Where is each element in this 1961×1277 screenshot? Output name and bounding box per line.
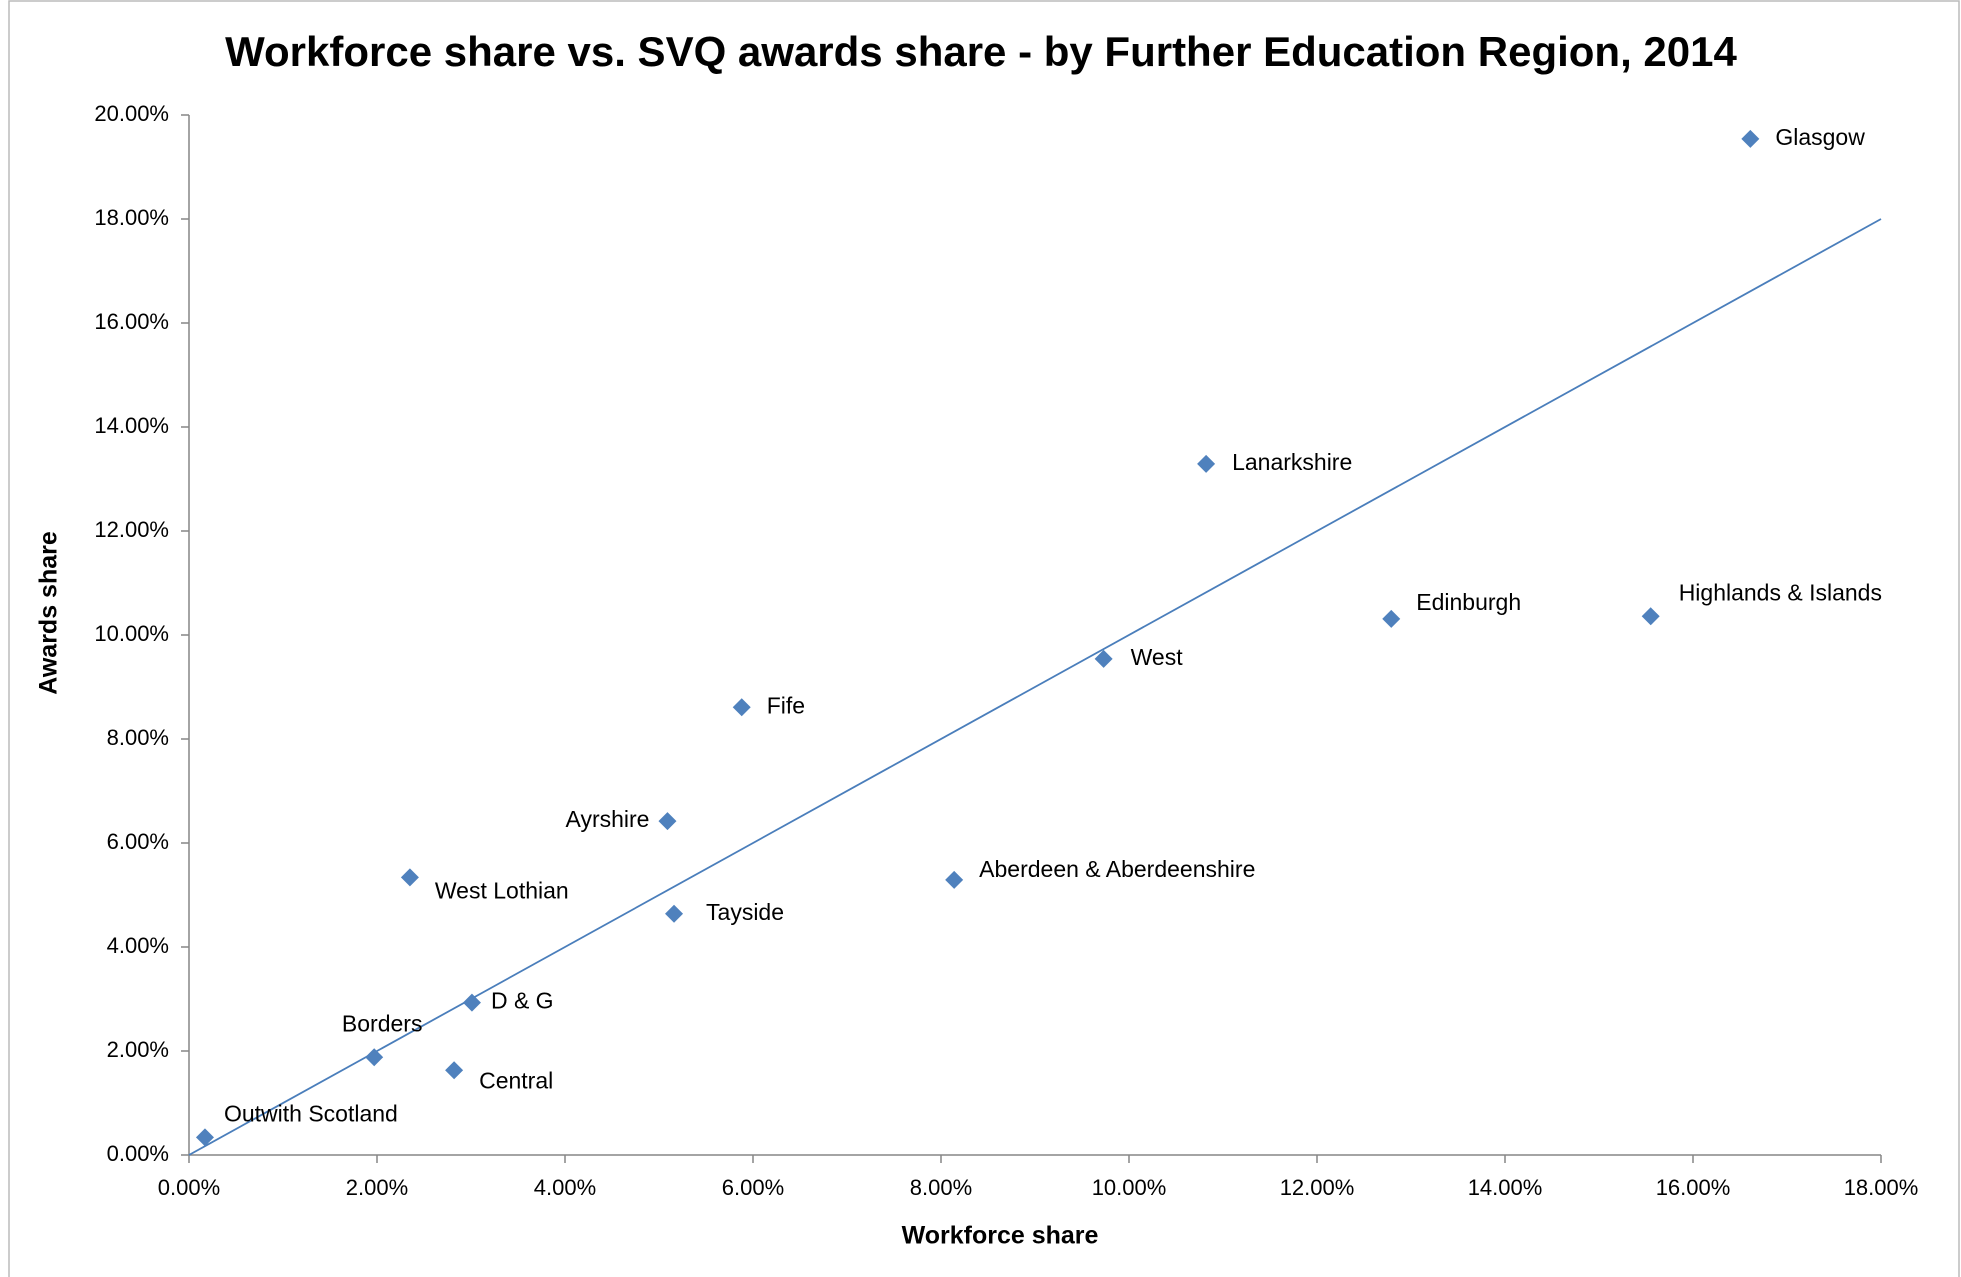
chart-frame [8,0,1960,1277]
point [195,1128,214,1147]
point-label: Fife [767,692,805,718]
y-tick-label: 6.00% [107,829,169,854]
point [658,812,677,831]
y-tick-label: 8.00% [107,725,169,750]
y-tick-label: 20.00% [94,101,169,126]
point-label: Central [479,1067,553,1093]
point [732,698,751,717]
point [462,993,481,1012]
point-label: D & G [491,988,554,1014]
x-tick-label: 6.00% [722,1175,784,1200]
point-label: Tayside [706,899,784,925]
y-tick-label: 10.00% [94,621,169,646]
point [1641,607,1660,626]
point-label: Aberdeen & Aberdeenshire [979,856,1255,882]
point [945,870,964,889]
point-label: Edinburgh [1416,589,1521,615]
x-tick-label: 16.00% [1656,1175,1731,1200]
point-label: Lanarkshire [1232,449,1352,475]
x-tick-label: 10.00% [1092,1175,1167,1200]
point [1741,129,1760,148]
point-label: Ayrshire [566,806,650,832]
x-tick-label: 2.00% [346,1175,408,1200]
point [445,1061,464,1080]
point [1094,649,1113,668]
x-tick-label: 4.00% [534,1175,596,1200]
y-tick-label: 0.00% [107,1141,169,1166]
point [1382,609,1401,628]
x-tick-label: 0.00% [158,1175,220,1200]
y-axis-title: Awards share [35,531,63,695]
y-tick-label: 4.00% [107,933,169,958]
x-tick-label: 18.00% [1844,1175,1919,1200]
y-tick-label: 18.00% [94,205,169,230]
point-label: Highlands & Islands [1679,579,1882,605]
chart-title: Workforce share vs. SVQ awards share - b… [225,28,1737,75]
point [665,904,684,923]
x-tick-label: 12.00% [1280,1175,1355,1200]
y-tick-label: 16.00% [94,309,169,334]
point [365,1048,384,1067]
x-tick-label: 14.00% [1468,1175,1543,1200]
x-tick-label: 8.00% [910,1175,972,1200]
point-label: Glasgow [1775,124,1865,150]
y-tick-label: 12.00% [94,517,169,542]
y-tick-label: 2.00% [107,1037,169,1062]
x-axis-title: Workforce share [902,1222,1099,1250]
point [400,868,419,887]
point-label: Borders [342,1010,423,1036]
point-label: Outwith Scotland [224,1100,398,1126]
y-tick-label: 14.00% [94,413,169,438]
point [1197,454,1216,473]
point-label: West [1131,644,1184,670]
point-label: West Lothian [435,877,569,903]
